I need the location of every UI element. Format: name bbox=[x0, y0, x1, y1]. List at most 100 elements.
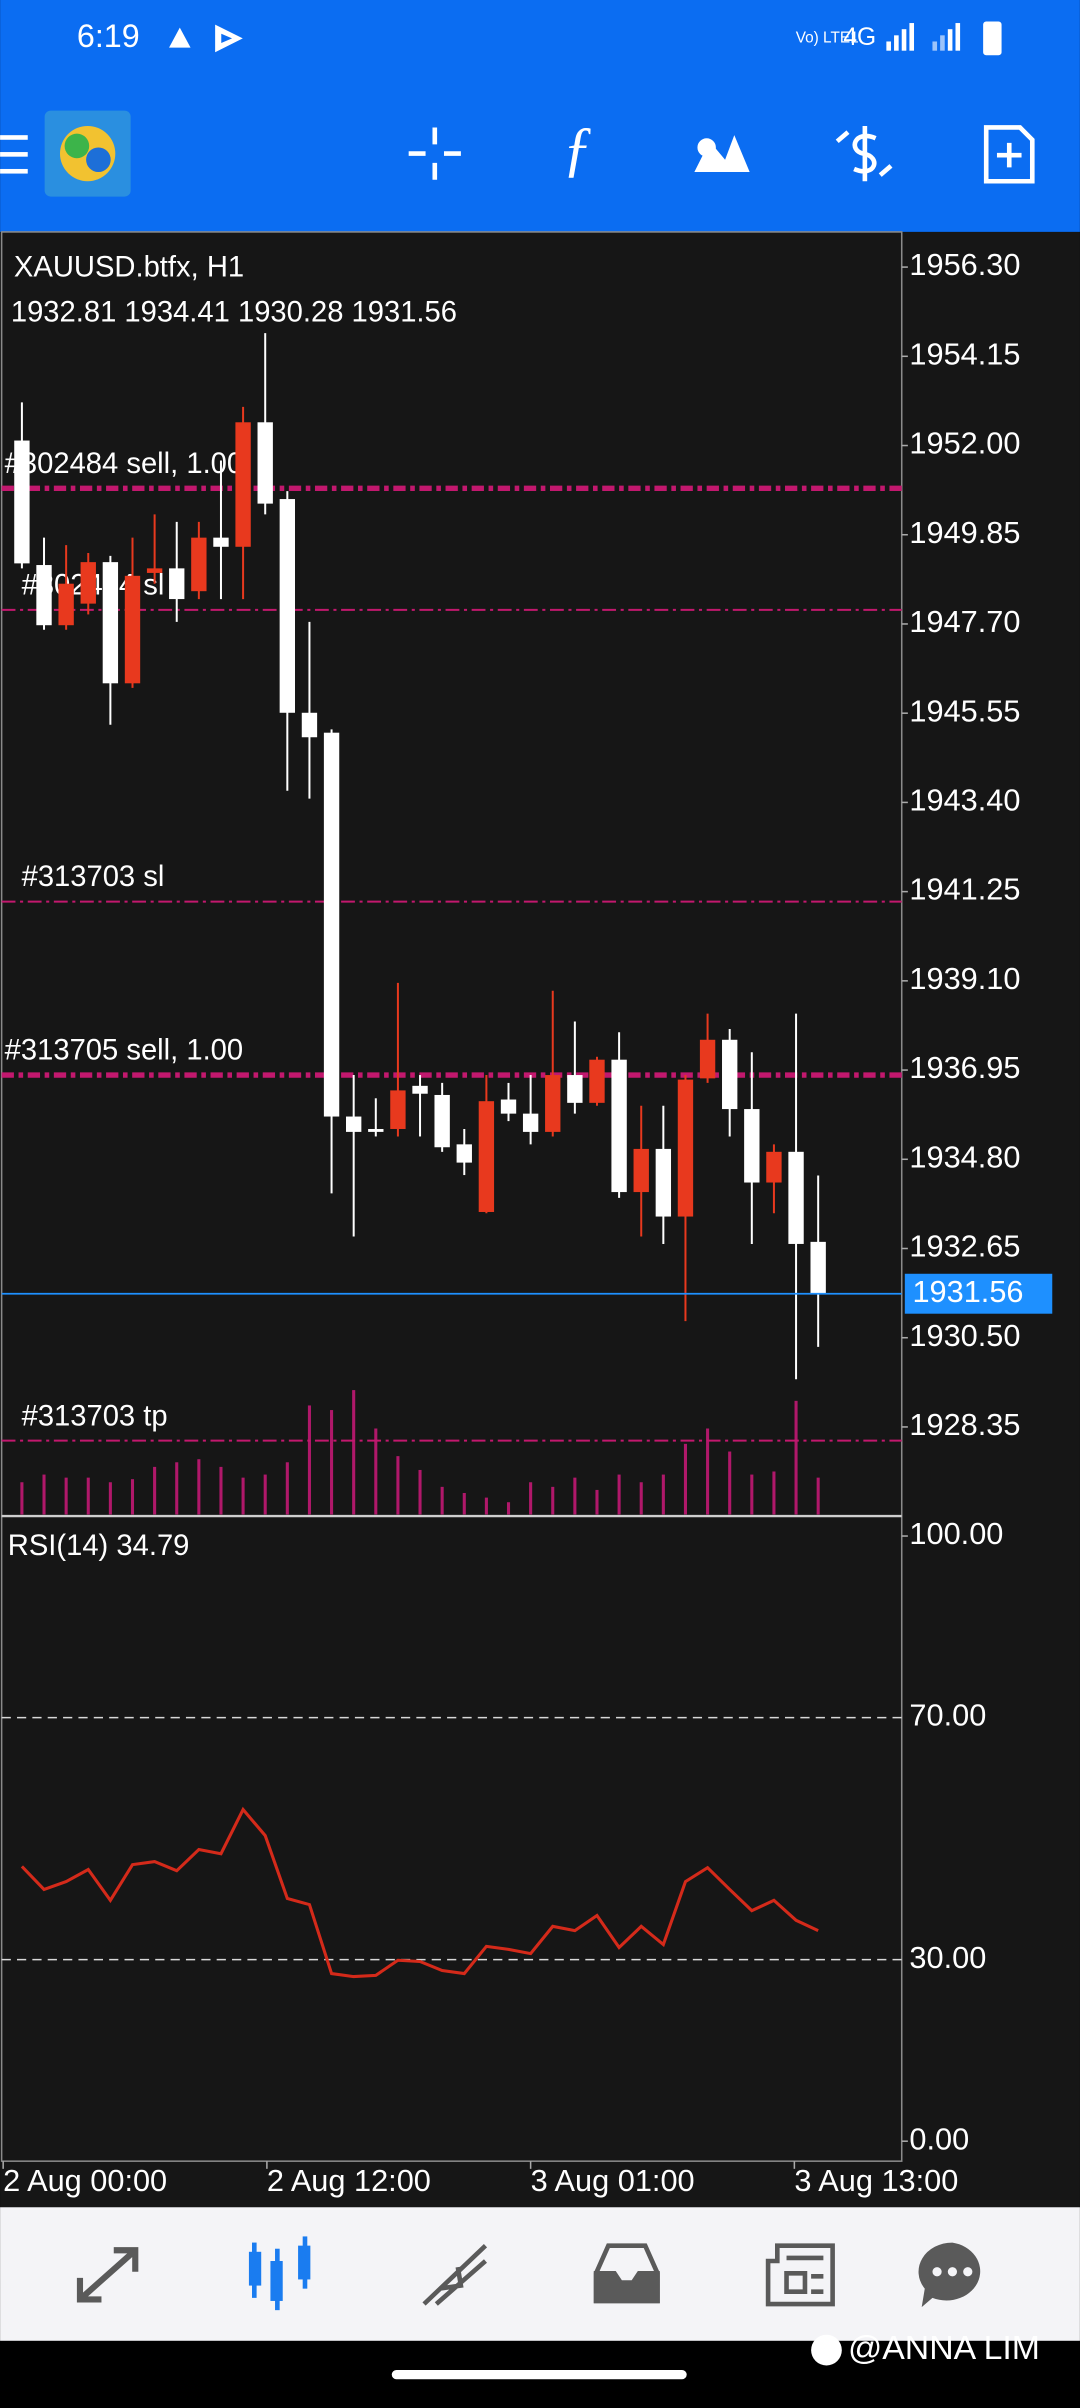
x-tick-label: 2 Aug 12:00 bbox=[267, 2163, 431, 2198]
volume-bar bbox=[307, 1405, 311, 1515]
app-logo[interactable] bbox=[44, 110, 131, 197]
y-tick-label: 1939.10 bbox=[909, 961, 1020, 996]
volume-bar bbox=[639, 1482, 643, 1515]
volume-bar bbox=[153, 1466, 157, 1515]
candle-body bbox=[545, 1075, 561, 1132]
candle-body bbox=[655, 1148, 672, 1217]
x-tick-label: 3 Aug 01:00 bbox=[531, 2163, 695, 2198]
candle-body bbox=[257, 422, 273, 504]
candle-body bbox=[434, 1094, 450, 1148]
volume-bar bbox=[374, 1428, 378, 1515]
history-tab[interactable] bbox=[593, 2243, 660, 2304]
ohlc-value: 1931.56 bbox=[352, 296, 457, 328]
rsi-value: 34.79 bbox=[116, 1529, 189, 1561]
y-tick-label: 1943.40 bbox=[909, 783, 1020, 818]
trade-button[interactable] bbox=[835, 125, 893, 182]
volume-bar bbox=[197, 1459, 201, 1515]
y-tick-label: 1930.50 bbox=[909, 1318, 1020, 1353]
volume-bar bbox=[352, 1390, 356, 1515]
volume-bar bbox=[551, 1486, 555, 1515]
order-label: #302484 sell, 1.00 bbox=[5, 448, 243, 480]
volume-bar bbox=[728, 1451, 732, 1515]
rsi-title: RSI(14) 34.79 bbox=[8, 1529, 190, 1561]
volume-bar bbox=[219, 1466, 223, 1515]
candle-body bbox=[478, 1101, 495, 1212]
candle-body bbox=[722, 1039, 738, 1110]
y-tick-label: 1956.30 bbox=[909, 247, 1020, 282]
new-order-button[interactable] bbox=[983, 125, 1035, 184]
volume-bar bbox=[418, 1469, 422, 1515]
network-label: 4G bbox=[843, 24, 876, 51]
candle-body bbox=[323, 732, 340, 1117]
volume-bar bbox=[108, 1482, 112, 1515]
volume-bar bbox=[595, 1489, 599, 1515]
volume-bar bbox=[20, 1482, 24, 1515]
y-tick-label: 1941.25 bbox=[909, 872, 1020, 907]
volume-bar bbox=[285, 1462, 289, 1515]
candle-body bbox=[14, 440, 30, 564]
volume-bar bbox=[330, 1410, 334, 1515]
indicator-button[interactable]: ƒ bbox=[562, 115, 593, 183]
y-tick-label: 70.00 bbox=[909, 1698, 986, 1733]
order-label: #313705 sell, 1.00 bbox=[5, 1035, 243, 1067]
ohlc-value: 1930.28 bbox=[238, 296, 343, 328]
y-tick-label: 1947.70 bbox=[909, 604, 1020, 639]
crosshair-button[interactable] bbox=[408, 127, 461, 180]
volume-bar bbox=[130, 1479, 135, 1515]
objects-button[interactable] bbox=[694, 135, 750, 173]
chart-tab[interactable] bbox=[248, 2236, 311, 2311]
candle-body bbox=[124, 575, 141, 684]
y-tick-label: 1952.00 bbox=[909, 426, 1020, 461]
volume-bar bbox=[772, 1471, 776, 1515]
alert-icon bbox=[169, 27, 191, 48]
candle-body bbox=[301, 712, 318, 738]
status-time: 6:19 bbox=[77, 18, 140, 54]
volume-bar bbox=[794, 1400, 798, 1515]
candle-body bbox=[456, 1144, 472, 1163]
trade-tab[interactable] bbox=[422, 2243, 488, 2306]
volume-bar bbox=[573, 1477, 577, 1515]
candle-body bbox=[522, 1113, 539, 1132]
candle-body bbox=[191, 537, 207, 592]
y-tick-label: 1954.15 bbox=[909, 336, 1020, 371]
volume-bar bbox=[64, 1477, 68, 1515]
rsi-name: RSI(14) bbox=[8, 1529, 109, 1561]
quotes-tab[interactable] bbox=[76, 2247, 139, 2303]
candle-body bbox=[567, 1075, 583, 1103]
volume-bar bbox=[86, 1477, 90, 1515]
y-tick-label: 1928.35 bbox=[909, 1407, 1020, 1442]
y-tick-label: 30.00 bbox=[909, 1940, 986, 1975]
candle-body bbox=[589, 1059, 605, 1103]
candle-body bbox=[279, 499, 296, 713]
chart-background bbox=[0, 231, 1080, 2208]
candle-body bbox=[500, 1099, 517, 1114]
x-tick-label: 3 Aug 13:00 bbox=[794, 2163, 958, 2198]
y-tick-label: 1934.80 bbox=[909, 1139, 1020, 1174]
order-label: #313703 tp bbox=[22, 1400, 168, 1432]
price-label: 1931.56 bbox=[912, 1274, 1023, 1309]
volume-bar bbox=[462, 1493, 466, 1515]
volume-bar bbox=[484, 1497, 488, 1515]
candle-body bbox=[102, 562, 119, 684]
watermark: @ANNA LIM bbox=[848, 2329, 1040, 2367]
candle-body bbox=[390, 1090, 406, 1129]
news-tab[interactable] bbox=[765, 2243, 835, 2307]
price-label-box bbox=[904, 1273, 1053, 1314]
volume-bar bbox=[617, 1474, 621, 1515]
candle-body bbox=[36, 565, 52, 626]
symbol-title: XAUUSD.btfx, H1 bbox=[14, 252, 244, 284]
menu-button[interactable] bbox=[0, 135, 28, 174]
y-tick-label: 0.00 bbox=[909, 2121, 969, 2156]
candle-body bbox=[346, 1116, 362, 1132]
chat-tab[interactable] bbox=[918, 2242, 981, 2308]
volte-label: Vo) LTE1 bbox=[796, 29, 859, 46]
volume-bar bbox=[706, 1428, 710, 1515]
candle-body bbox=[744, 1109, 760, 1183]
signal-icon bbox=[886, 23, 961, 51]
home-indicator bbox=[391, 2370, 687, 2380]
top-bar bbox=[0, 0, 1080, 232]
volume-bar bbox=[750, 1474, 754, 1515]
candle-body bbox=[368, 1128, 384, 1132]
bottom-nav bbox=[0, 2207, 1080, 2341]
